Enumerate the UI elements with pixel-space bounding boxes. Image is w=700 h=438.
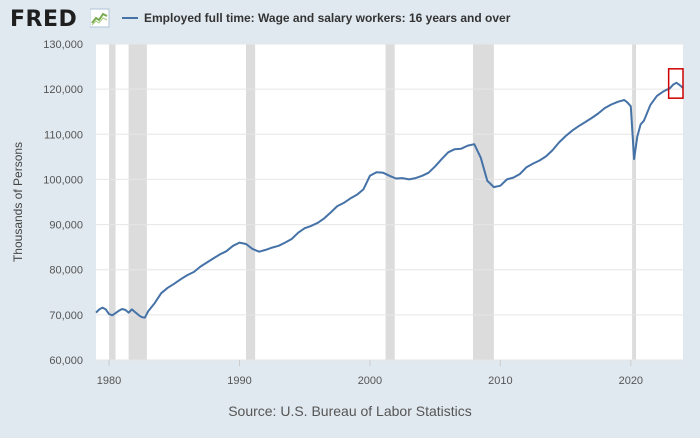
recession-bar — [385, 44, 395, 360]
legend-line-swatch — [122, 17, 138, 19]
series-line[interactable] — [95, 81, 684, 319]
recession-bar — [246, 44, 256, 360]
recession-shading — [109, 44, 637, 360]
x-tick-label: 1980 — [97, 375, 121, 387]
x-tick-label: 2020 — [619, 375, 643, 387]
x-axis-ticks: 1980 1990 2000 2010 2020 — [97, 360, 643, 387]
chart-header: FRED Employed full time: Wage and salary… — [0, 0, 700, 40]
y-axis-ticks: 60,000 70,000 80,000 90,000 100,000 110,000 12… — [43, 39, 83, 367]
line-chart-icon — [90, 8, 110, 28]
chart-legend[interactable]: Employed full time: Wage and salary work… — [122, 11, 510, 25]
y-tick-label: 120,000 — [43, 84, 83, 96]
recession-bar — [109, 44, 116, 360]
y-tick-label: 80,000 — [49, 265, 83, 277]
grid-lines — [96, 43, 683, 361]
x-tick-label: 2000 — [358, 375, 382, 387]
source-note: Source: U.S. Bureau of Labor Statistics — [228, 403, 472, 419]
recession-bar — [128, 44, 147, 360]
y-tick-label: 60,000 — [49, 355, 83, 367]
y-tick-label: 70,000 — [49, 310, 83, 322]
y-tick-label: 90,000 — [49, 220, 83, 232]
line-chart[interactable]: 60,000 70,000 80,000 90,000 100,000 110,000 12… — [0, 0, 700, 400]
y-tick-label: 100,000 — [43, 174, 83, 186]
recession-bar — [632, 44, 637, 360]
legend-label: Employed full time: Wage and salary work… — [144, 11, 511, 25]
y-tick-label: 110,000 — [44, 129, 83, 141]
fred-logo[interactable]: FRED — [10, 7, 78, 32]
x-tick-label: 2010 — [488, 375, 512, 387]
y-tick-label: 130,000 — [43, 39, 83, 51]
recession-bar — [472, 44, 494, 360]
y-axis-label: Thousands of Persons — [11, 142, 25, 262]
highlight-box — [667, 68, 684, 99]
x-tick-label: 1990 — [227, 375, 251, 387]
